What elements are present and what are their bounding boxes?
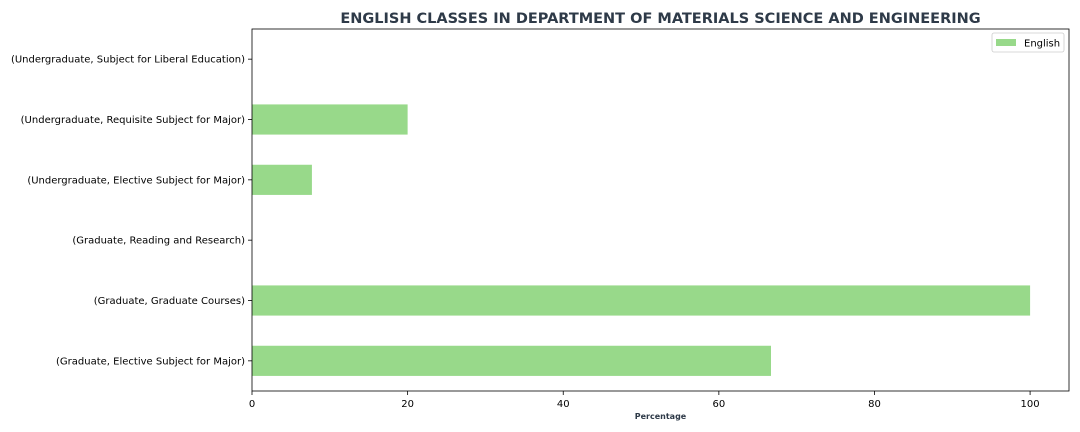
y-tick-label: (Undergraduate, Requisite Subject for Ma… <box>21 115 245 126</box>
x-tick-label: 20 <box>401 399 414 410</box>
y-axis-ticks: (Undergraduate, Subject for Liberal Educ… <box>11 55 252 367</box>
legend-swatch <box>996 39 1016 46</box>
bars-layer <box>252 104 1031 376</box>
x-tick-label: 80 <box>868 399 881 410</box>
y-tick-label: (Graduate, Reading and Research) <box>72 236 245 247</box>
bar <box>252 164 312 195</box>
y-tick-label: (Undergraduate, Elective Subject for Maj… <box>27 175 245 186</box>
x-axis-label: Percentage <box>635 412 687 421</box>
x-axis-ticks: 0 20 40 60 80 100 <box>249 391 1040 410</box>
legend-box <box>991 32 1065 53</box>
x-tick-label: 60 <box>712 399 725 410</box>
x-tick-label: 0 <box>249 399 255 410</box>
chart-title: ENGLISH CLASSES IN DEPARTMENT OF MATERIA… <box>340 11 980 27</box>
x-tick-label: 100 <box>1021 399 1040 410</box>
bar <box>252 285 1031 316</box>
y-tick-label: (Graduate, Elective Subject for Major) <box>56 356 245 367</box>
bar <box>252 345 771 376</box>
y-tick-label: (Graduate, Graduate Courses) <box>94 296 245 307</box>
bar <box>252 104 408 135</box>
legend: English <box>991 32 1065 53</box>
y-tick-label: (Undergraduate, Subject for Liberal Educ… <box>11 55 245 66</box>
x-tick-label: 40 <box>557 399 570 410</box>
legend-label: English <box>1024 39 1060 50</box>
plot-frame <box>251 28 1070 392</box>
